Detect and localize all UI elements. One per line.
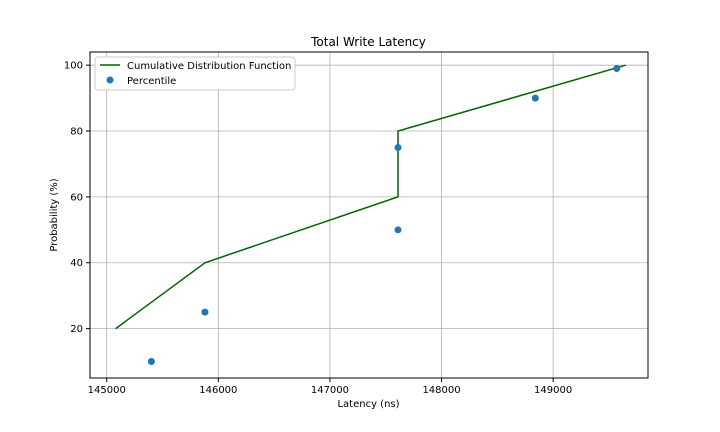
x-tick-label: 149000 [534, 385, 572, 396]
percentile-point [394, 226, 402, 234]
x-axis-ticks: 145000 146000 147000 148000 149000 [88, 378, 572, 396]
x-tick-label: 147000 [311, 385, 349, 396]
legend-box [94, 56, 296, 91]
plot-frame [89, 51, 649, 379]
chart-title: Total Write Latency [310, 35, 426, 49]
x-tick-label: 146000 [199, 385, 237, 396]
legend-entry-percentile: Percentile [127, 76, 176, 87]
legend-marker-swatch [106, 76, 114, 84]
percentile-point [613, 64, 621, 72]
percentile-point [394, 143, 402, 151]
x-tick-label: 148000 [422, 385, 460, 396]
legend-entry-cdf: Cumulative Distribution Function [127, 61, 291, 72]
percentile-point [147, 358, 155, 366]
y-tick-label: 100 [64, 61, 83, 72]
y-axis-label: Probability (%) [49, 178, 60, 251]
y-axis-ticks: 20 40 60 80 100 [64, 61, 90, 335]
grid [90, 52, 648, 378]
y-tick-label: 20 [70, 324, 83, 335]
y-tick-label: 40 [70, 258, 83, 269]
x-axis-label: Latency (ns) [337, 399, 399, 410]
x-tick-label: 145000 [88, 385, 126, 396]
percentile-point [201, 308, 209, 316]
y-tick-label: 80 [70, 127, 83, 138]
cdf-line [115, 64, 626, 330]
legend: Cumulative Distribution Function Percent… [94, 56, 296, 91]
percentile-point [531, 94, 539, 102]
series-layer [115, 64, 626, 366]
y-tick-label: 60 [70, 192, 83, 203]
